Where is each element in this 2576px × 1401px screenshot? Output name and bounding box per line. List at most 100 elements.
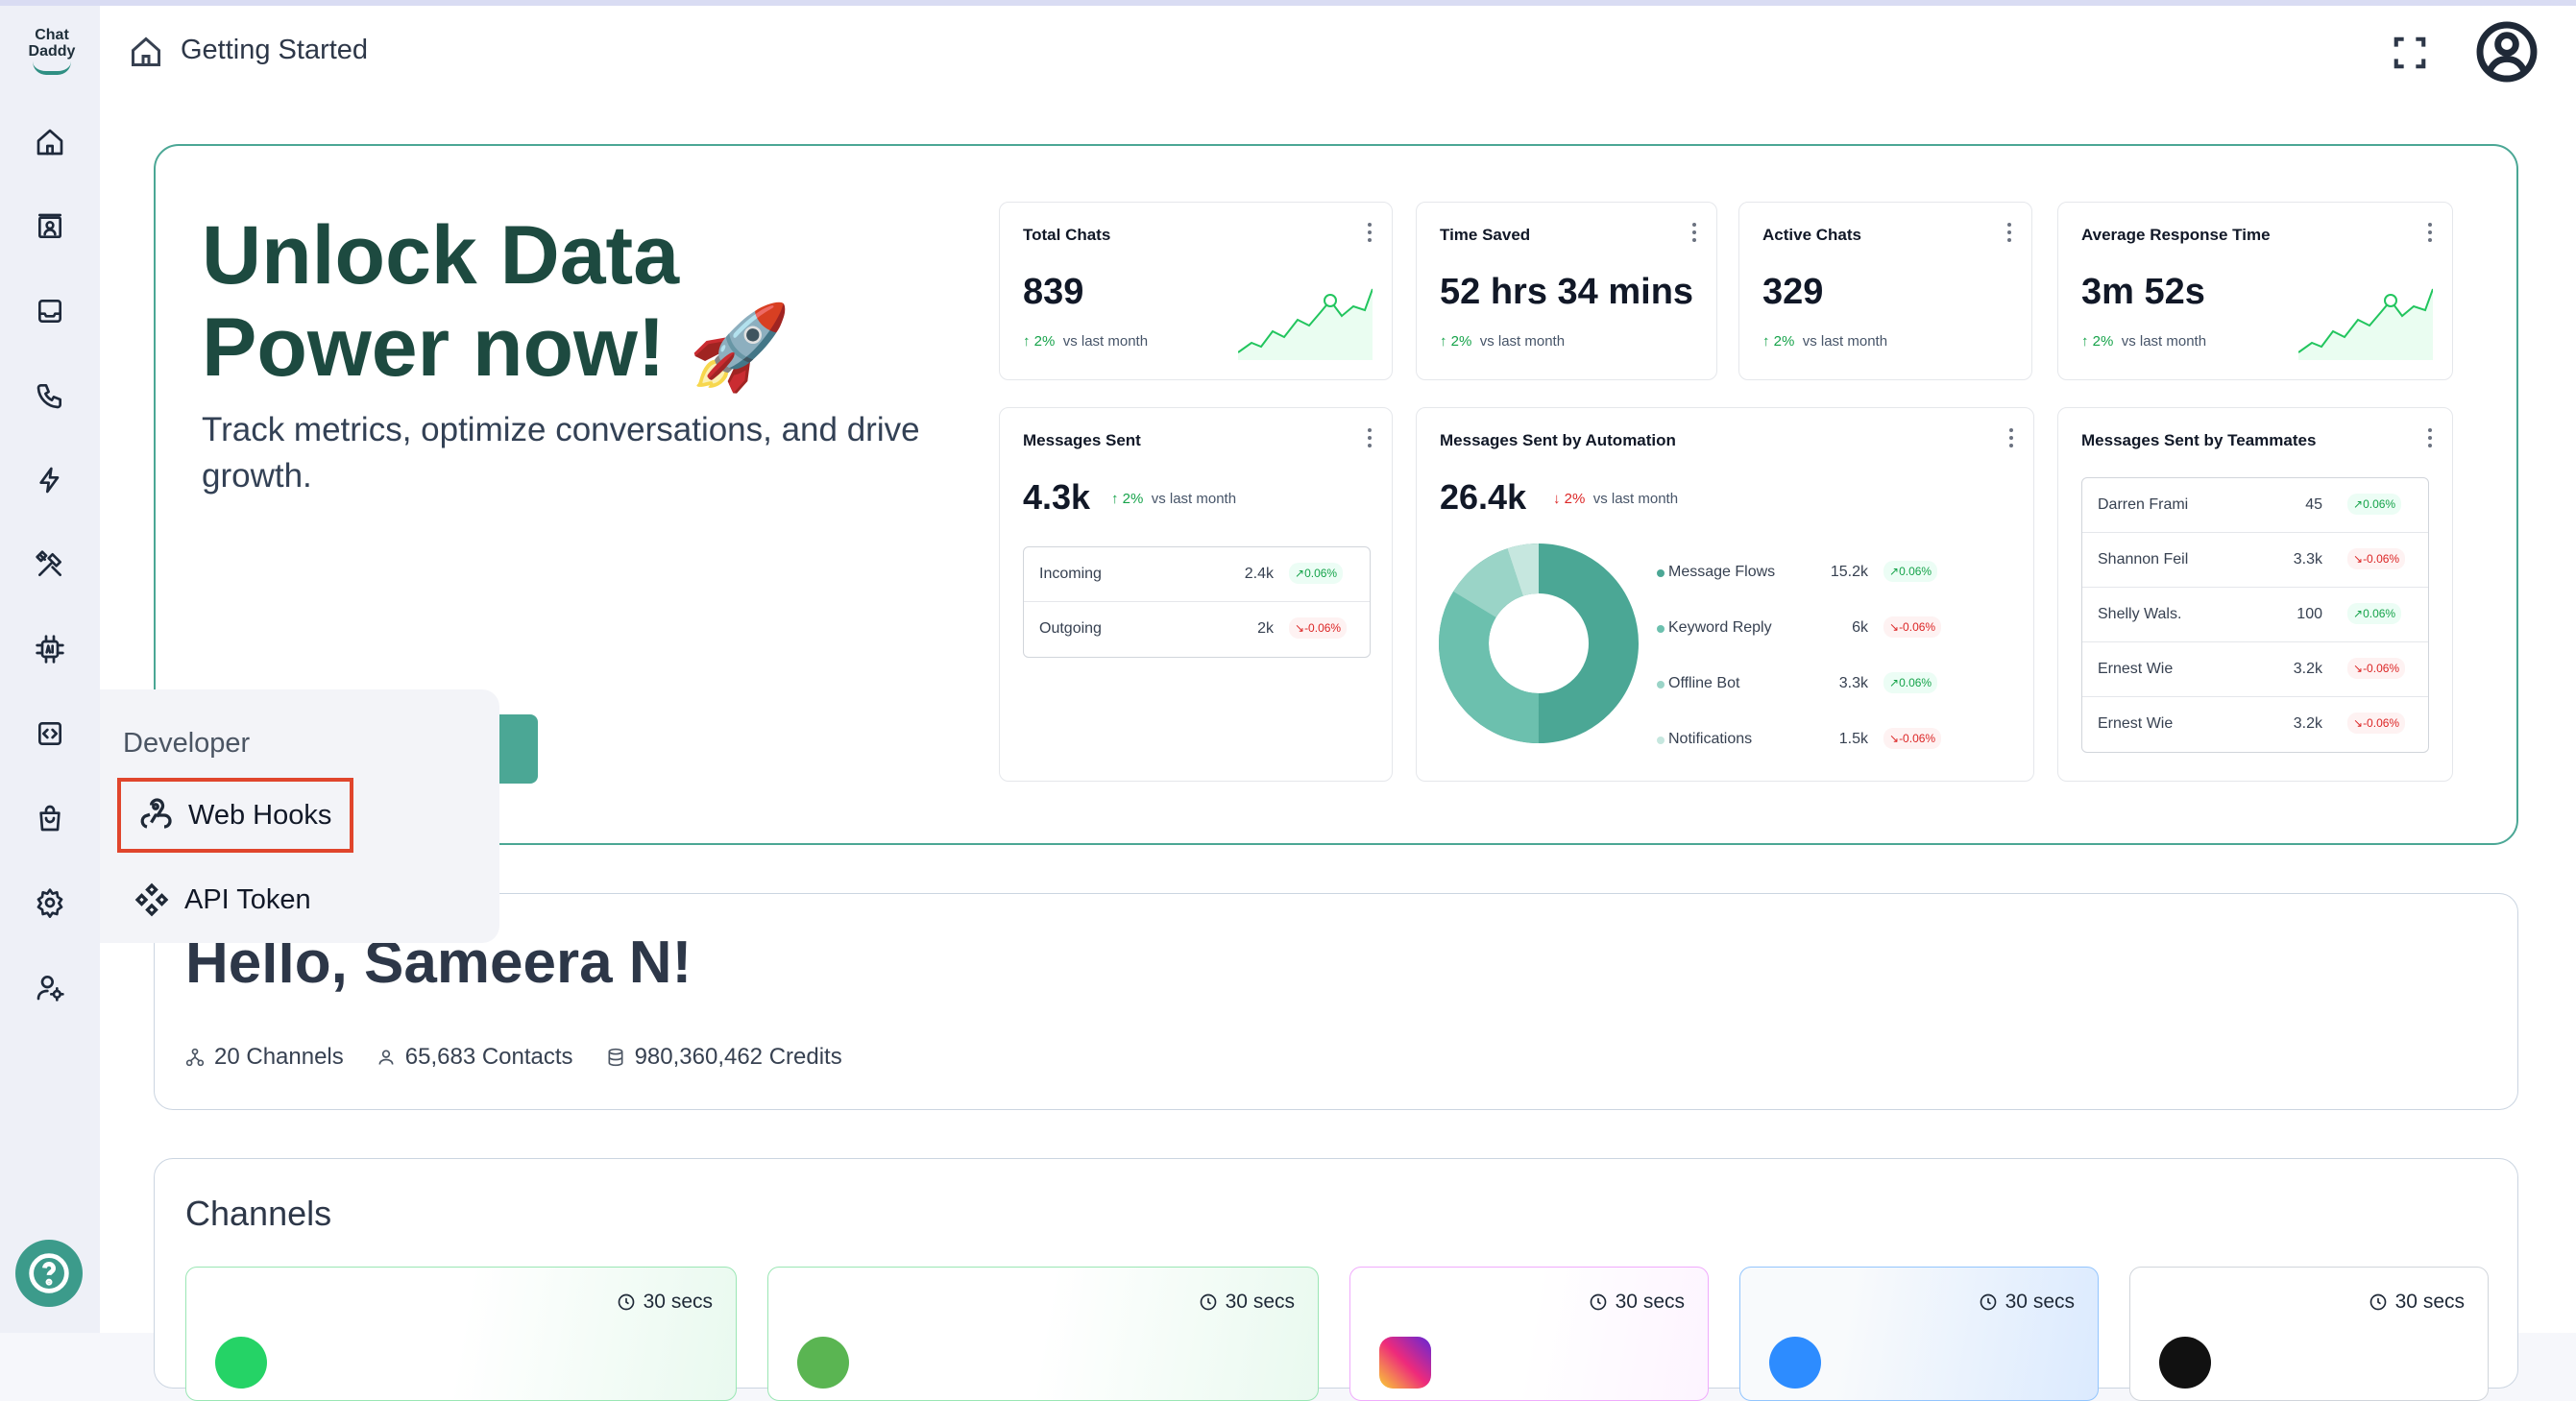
ai-chip-icon[interactable] [29,628,71,670]
card-change: ↑ 2% vs last month [1023,333,1149,350]
change-badge: -0.06% [1883,616,1942,638]
card-value: 3m 52s [2081,272,2205,312]
more-options-icon[interactable] [2427,222,2433,243]
channels-icon [185,1048,205,1067]
bag-icon[interactable] [29,797,71,839]
channel-card[interactable]: 30 secs [2129,1267,2489,1401]
card-value: 52 hrs 34 mins [1440,272,1694,312]
card-change: ↑ 2% vs last month [1111,491,1237,507]
card-value: 329 [1762,272,1824,312]
average-response-card: Average Response Time 3m 52s ↑ 2% vs las… [2057,202,2453,380]
clock-icon [1980,1293,1996,1311]
person-icon [378,1050,394,1065]
clock-icon [1200,1293,1216,1311]
hero-title: Unlock Data Power now! 🚀 [202,209,791,394]
channel-card[interactable]: 30 secs [185,1267,737,1401]
sparkline-chart [2298,288,2433,360]
menu-item-api-token[interactable]: API Token [117,862,353,937]
card-change: ↑ 2% vs last month [1440,333,1566,350]
change-badge: -0.06% [2347,548,2406,569]
fullscreen-icon[interactable] [2392,35,2428,71]
user-avatar-icon[interactable] [2476,21,2538,83]
sidebar: Chat Daddy [0,6,100,1333]
change-badge: 0.06% [1289,563,1344,584]
teammates-card: Messages Sent by Teammates Darren Frami 4… [2057,407,2453,782]
hero-panel: Unlock Data Power now! 🚀 Track metrics, … [154,144,2518,845]
home-icon[interactable] [29,121,71,163]
page-title: Getting Started [181,35,369,65]
table-row: Shelly Wals.1000.06% [2082,588,2428,642]
more-options-icon[interactable] [2006,222,2012,243]
api-token-icon [134,882,169,917]
menu-item-label: Web Hooks [188,799,332,831]
hero-subtitle: Track metrics, optimize conversations, a… [202,411,920,495]
channel-time: 30 secs [2369,1291,2465,1314]
breadcrumb-home-icon[interactable] [129,35,163,69]
more-options-icon[interactable] [2008,427,2014,448]
greeting-panel: Hello, Sameera N! 20 Channels 65,683 Con… [154,893,2518,1110]
more-options-icon[interactable] [1367,427,1373,448]
top-strip [0,0,2576,6]
change-badge: 0.06% [1883,672,1938,693]
lightning-icon[interactable] [29,459,71,501]
channel-time: 30 secs [617,1291,713,1314]
total-chats-card: Total Chats 839 ↑ 2% vs last month [999,202,1393,380]
donut-chart [1439,543,1639,743]
change-badge: 0.06% [2347,603,2402,624]
top-header: Getting Started [100,6,2576,98]
credits-stat: 980,360,462 Credits [606,1044,842,1071]
card-value: 4.3k [1023,477,1091,517]
app-logo[interactable]: Chat Daddy [23,27,81,85]
clock-icon [618,1293,634,1311]
card-title: Time Saved [1440,226,1531,244]
menu-item-label: API Token [184,883,311,915]
clock-icon [1590,1293,1606,1311]
database-icon [608,1048,623,1067]
sparkline-chart [1238,288,1373,360]
card-title: Messages Sent [1023,431,1141,449]
card-value: 839 [1023,272,1084,312]
card-change: ↑ 2% vs last month [2081,333,2207,350]
webhook-icon [140,798,172,829]
menu-item-web-hooks[interactable]: Web Hooks [117,778,353,853]
clock-icon [2369,1293,2386,1311]
more-options-icon[interactable] [2427,427,2433,448]
card-title: Active Chats [1762,226,1861,244]
logo-text: Chat Daddy [28,27,76,60]
help-icon[interactable] [15,1240,83,1307]
tools-icon[interactable] [29,543,71,586]
teammates-table: Darren Frami450.06% Shannon Feil3.3k-0.0… [2081,477,2429,753]
table-row: Darren Frami450.06% [2082,478,2428,533]
settings-icon[interactable] [29,882,71,924]
active-chats-card: Active Chats 329 ↑ 2% vs last month [1738,202,2032,380]
channel-time: 30 secs [1979,1291,2075,1314]
time-saved-card: Time Saved 52 hrs 34 mins ↑ 2% vs last m… [1416,202,1717,380]
menu-heading: Developer [123,728,251,759]
contacts-icon[interactable] [29,205,71,248]
tiktok-icon [2159,1337,2211,1389]
change-badge: -0.06% [2347,713,2406,734]
change-badge: -0.06% [1289,617,1348,639]
more-options-icon[interactable] [1691,222,1697,243]
channel-card[interactable]: 30 secs [767,1267,1319,1401]
phone-icon[interactable] [29,374,71,417]
channel-card[interactable]: 30 secs [1739,1267,2099,1401]
channel-time: 30 secs [1589,1291,1685,1314]
inbox-icon[interactable] [29,290,71,332]
code-icon[interactable] [29,713,71,755]
channel-card[interactable]: 30 secs [1349,1267,1709,1401]
card-value: 26.4k [1440,477,1527,517]
more-options-icon[interactable] [1367,222,1373,243]
messenger-icon [1769,1337,1821,1389]
card-title: Messages Sent by Teammates [2081,431,2317,449]
channels-stat: 20 Channels [185,1044,344,1071]
card-change: ↓ 2% vs last month [1553,491,1679,507]
user-settings-icon[interactable] [29,966,71,1008]
